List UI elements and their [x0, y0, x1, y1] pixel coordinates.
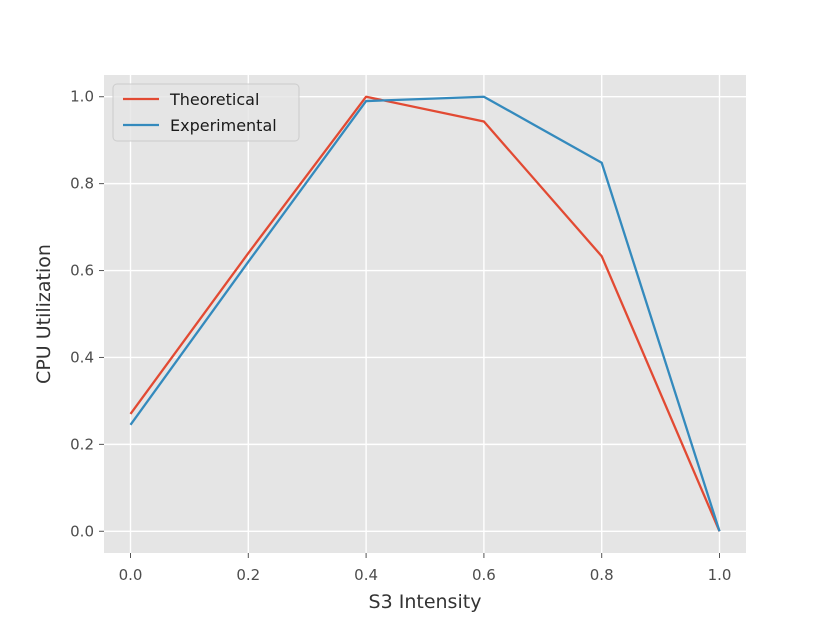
grid-lines: [104, 75, 746, 553]
legend-label-experimental: Experimental: [170, 116, 277, 135]
x-tick-label: 1.0: [708, 566, 732, 584]
y-axis-ticks: 0.0 0.2 0.4 0.6 0.8 1.0: [70, 88, 104, 540]
x-axis-ticks: 0.0 0.2 0.4 0.6 0.8 1.0: [119, 553, 732, 584]
x-tick-label: 0.6: [472, 566, 496, 584]
legend: Theoretical Experimental: [112, 83, 300, 142]
y-tick-label: 0.0: [70, 522, 94, 540]
x-axis-label: S3 Intensity: [369, 591, 482, 613]
x-tick-label: 0.8: [590, 566, 614, 584]
y-axis-label: CPU Utilization: [33, 244, 55, 384]
y-tick-label: 0.4: [70, 348, 94, 366]
legend-box: [112, 83, 300, 142]
x-tick-label: 0.2: [236, 566, 260, 584]
x-tick-label: 0.4: [354, 566, 378, 584]
y-tick-label: 0.2: [70, 435, 94, 453]
legend-label-theoretical: Theoretical: [169, 90, 259, 109]
y-tick-label: 1.0: [70, 88, 94, 106]
theoretical-line: [129, 95, 721, 532]
x-tick-label: 0.0: [119, 566, 143, 584]
experimental-line: [129, 95, 721, 532]
y-tick-label: 0.8: [70, 175, 94, 193]
y-tick-label: 0.6: [70, 262, 94, 280]
series-lines: [129, 95, 721, 532]
